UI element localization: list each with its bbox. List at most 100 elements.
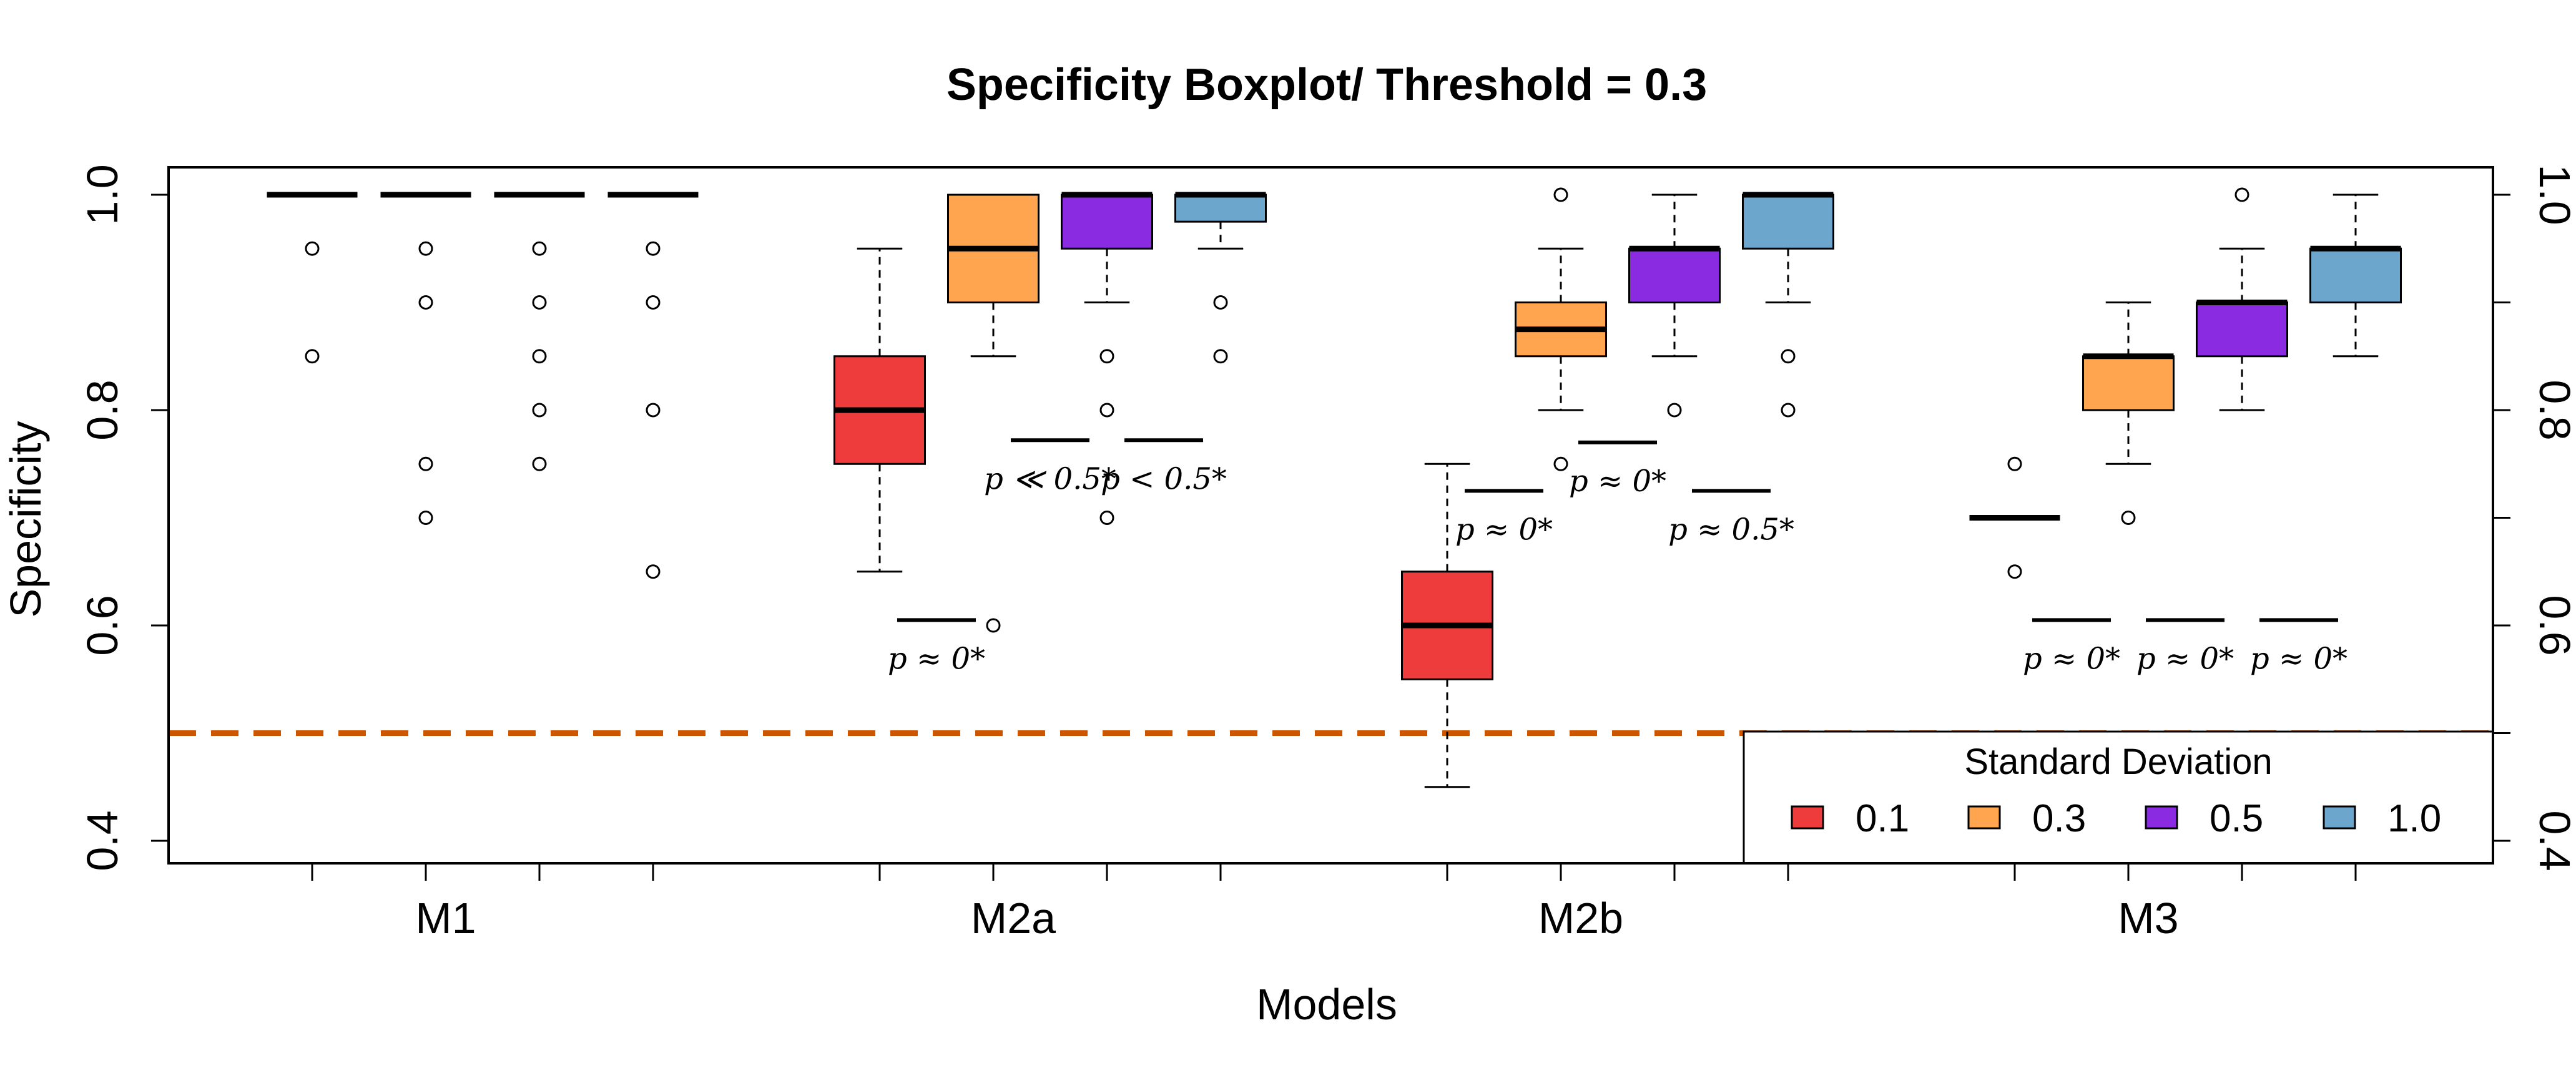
p-value-label: p ≪ 0.5* bbox=[984, 461, 1116, 496]
legend-swatch bbox=[2323, 805, 2356, 830]
box-iqr bbox=[1174, 194, 1267, 223]
legend-label: 0.3 bbox=[2032, 797, 2086, 840]
box-M1-sd-0.1 bbox=[267, 192, 358, 364]
box-M3-sd-0.5 bbox=[2196, 187, 2288, 411]
box-M3-sd-0.3 bbox=[2082, 301, 2175, 525]
outlier-point bbox=[1213, 295, 1228, 310]
box-M1-sd-1.0 bbox=[607, 192, 699, 579]
outlier-point bbox=[418, 295, 433, 310]
right-axis-tick-label: 0.6 bbox=[2530, 595, 2576, 655]
p-value-label: p ≈ 0* bbox=[2136, 641, 2234, 676]
outlier-point bbox=[1667, 403, 1682, 418]
p-value-label: p ≈ 0* bbox=[1569, 464, 1666, 499]
right-axis-tick-label: 0.8 bbox=[2530, 380, 2576, 440]
outlier-point bbox=[1099, 403, 1114, 418]
box-M1-sd-0.5 bbox=[494, 192, 585, 471]
outlier-point bbox=[1781, 403, 1796, 418]
significance-annotation-M2b: p ≈ 0* bbox=[1569, 440, 1666, 499]
box-M1-sd-0.3 bbox=[380, 192, 471, 525]
p-value-label: p ≈ 0.5* bbox=[1668, 512, 1794, 547]
outlier-point bbox=[532, 456, 547, 471]
box-iqr bbox=[1742, 194, 1834, 250]
outlier-point bbox=[1099, 349, 1114, 364]
legend-swatch bbox=[2145, 805, 2178, 830]
legend-items: 0.1 0.3 0.5 1.0 bbox=[1791, 797, 2441, 840]
right-axis-tick-label: 1.0 bbox=[2530, 164, 2576, 225]
box-iqr bbox=[2309, 247, 2402, 303]
outlier-point bbox=[532, 295, 547, 310]
significance-annotation-M3: p ≈ 0* bbox=[2136, 618, 2234, 676]
legend-swatch bbox=[1791, 805, 1824, 830]
outlier-point bbox=[418, 456, 433, 471]
box-M2b-sd-0.1 bbox=[1401, 463, 1493, 788]
x-axis-tick-label-M1: M1 bbox=[415, 894, 476, 943]
legend: Standard Deviation 0.1 0.3 0.5 1.0 bbox=[1743, 730, 2494, 865]
outlier-point bbox=[646, 403, 661, 418]
left-axis-tick-label: 0.6 bbox=[78, 595, 127, 655]
box-M2a-sd-0.1 bbox=[833, 247, 926, 573]
significance-annotation-M2b: p ≈ 0* bbox=[1455, 489, 1553, 547]
outlier-point bbox=[532, 241, 547, 256]
outlier-point bbox=[532, 349, 547, 364]
axes-layer: 0.4 0.6 0.8 1.0 0.4 0.6 0.8 1.0 M1 M2a M2b M3 bbox=[78, 164, 2576, 943]
legend-title: Standard Deviation bbox=[1964, 742, 2272, 782]
box-M3-sd-0.1 bbox=[1969, 456, 2060, 579]
boxes-layer bbox=[267, 187, 2402, 788]
significance-annotation-M2a: p ≪ 0.5* bbox=[984, 438, 1116, 496]
left-axis-tick-label: 1.0 bbox=[78, 164, 127, 225]
box-iqr bbox=[1628, 247, 1721, 303]
outlier-point bbox=[986, 618, 1001, 633]
box-M2a-sd-0.5 bbox=[1061, 192, 1153, 525]
p-value-label: p ≈ 0* bbox=[2250, 641, 2347, 676]
significance-annotation-M2b: p ≈ 0.5* bbox=[1668, 489, 1794, 547]
box-M2b-sd-1.0 bbox=[1742, 192, 1834, 418]
box-M2a-sd-1.0 bbox=[1174, 192, 1267, 364]
legend-label: 0.1 bbox=[1856, 797, 1909, 840]
outlier-point bbox=[418, 511, 433, 525]
legend-item-0.5: 0.5 bbox=[2145, 797, 2263, 840]
p-value-label: p ≈ 0* bbox=[1455, 512, 1553, 547]
legend-frame bbox=[1743, 730, 2494, 865]
x-axis-label: Models bbox=[1256, 980, 1397, 1029]
chart-title: Specificity Boxplot/ Threshold = 0.3 bbox=[946, 60, 1707, 110]
outlier-point bbox=[418, 241, 433, 256]
y-axis-label: Specificity bbox=[1, 421, 50, 617]
x-axis-tick-label-M2a: M2a bbox=[971, 894, 1056, 943]
legend-swatch bbox=[1967, 805, 2001, 830]
x-axis-tick-label-M3: M3 bbox=[2118, 894, 2178, 943]
legend-item-0.3: 0.3 bbox=[1967, 797, 2086, 840]
legend-label: 1.0 bbox=[2387, 797, 2441, 840]
x-axis-tick-label-M2b: M2b bbox=[1538, 894, 1623, 943]
plot-area-frame bbox=[167, 166, 2494, 865]
legend-item-1.0: 1.0 bbox=[2323, 797, 2441, 840]
significance-annotation-M3: p ≈ 0* bbox=[2023, 618, 2120, 676]
p-value-label: p ≈ 0* bbox=[888, 641, 985, 676]
p-value-label: p < 0.5* bbox=[1101, 461, 1227, 496]
right-axis-tick-label: 0.4 bbox=[2530, 810, 2576, 871]
outlier-point bbox=[646, 564, 661, 579]
outlier-point bbox=[2234, 187, 2249, 202]
box-M2b-sd-0.5 bbox=[1628, 194, 1721, 418]
outlier-point bbox=[646, 241, 661, 256]
outlier-point bbox=[305, 241, 320, 256]
box-M2a-sd-0.3 bbox=[947, 194, 1040, 633]
legend-label: 0.5 bbox=[2210, 797, 2263, 840]
outlier-point bbox=[2121, 511, 2136, 525]
left-axis-tick-label: 0.8 bbox=[78, 380, 127, 440]
significance-annotation-M2a: p ≈ 0* bbox=[888, 618, 985, 676]
box-iqr bbox=[1061, 194, 1153, 250]
legend-item-0.1: 0.1 bbox=[1791, 797, 1909, 840]
outlier-point bbox=[646, 295, 661, 310]
left-axis-tick-label: 0.4 bbox=[78, 810, 127, 871]
outlier-point bbox=[2007, 564, 2022, 579]
box-iqr bbox=[2082, 355, 2175, 411]
box-M3-sd-1.0 bbox=[2309, 194, 2402, 358]
significance-annotation-M3: p ≈ 0* bbox=[2250, 618, 2347, 676]
box-M2b-sd-0.3 bbox=[1515, 187, 1607, 471]
outlier-point bbox=[1553, 187, 1568, 202]
outlier-point bbox=[532, 403, 547, 418]
box-iqr bbox=[2196, 301, 2288, 358]
significance-annotation-M2a: p < 0.5* bbox=[1101, 438, 1227, 496]
outlier-point bbox=[1781, 349, 1796, 364]
